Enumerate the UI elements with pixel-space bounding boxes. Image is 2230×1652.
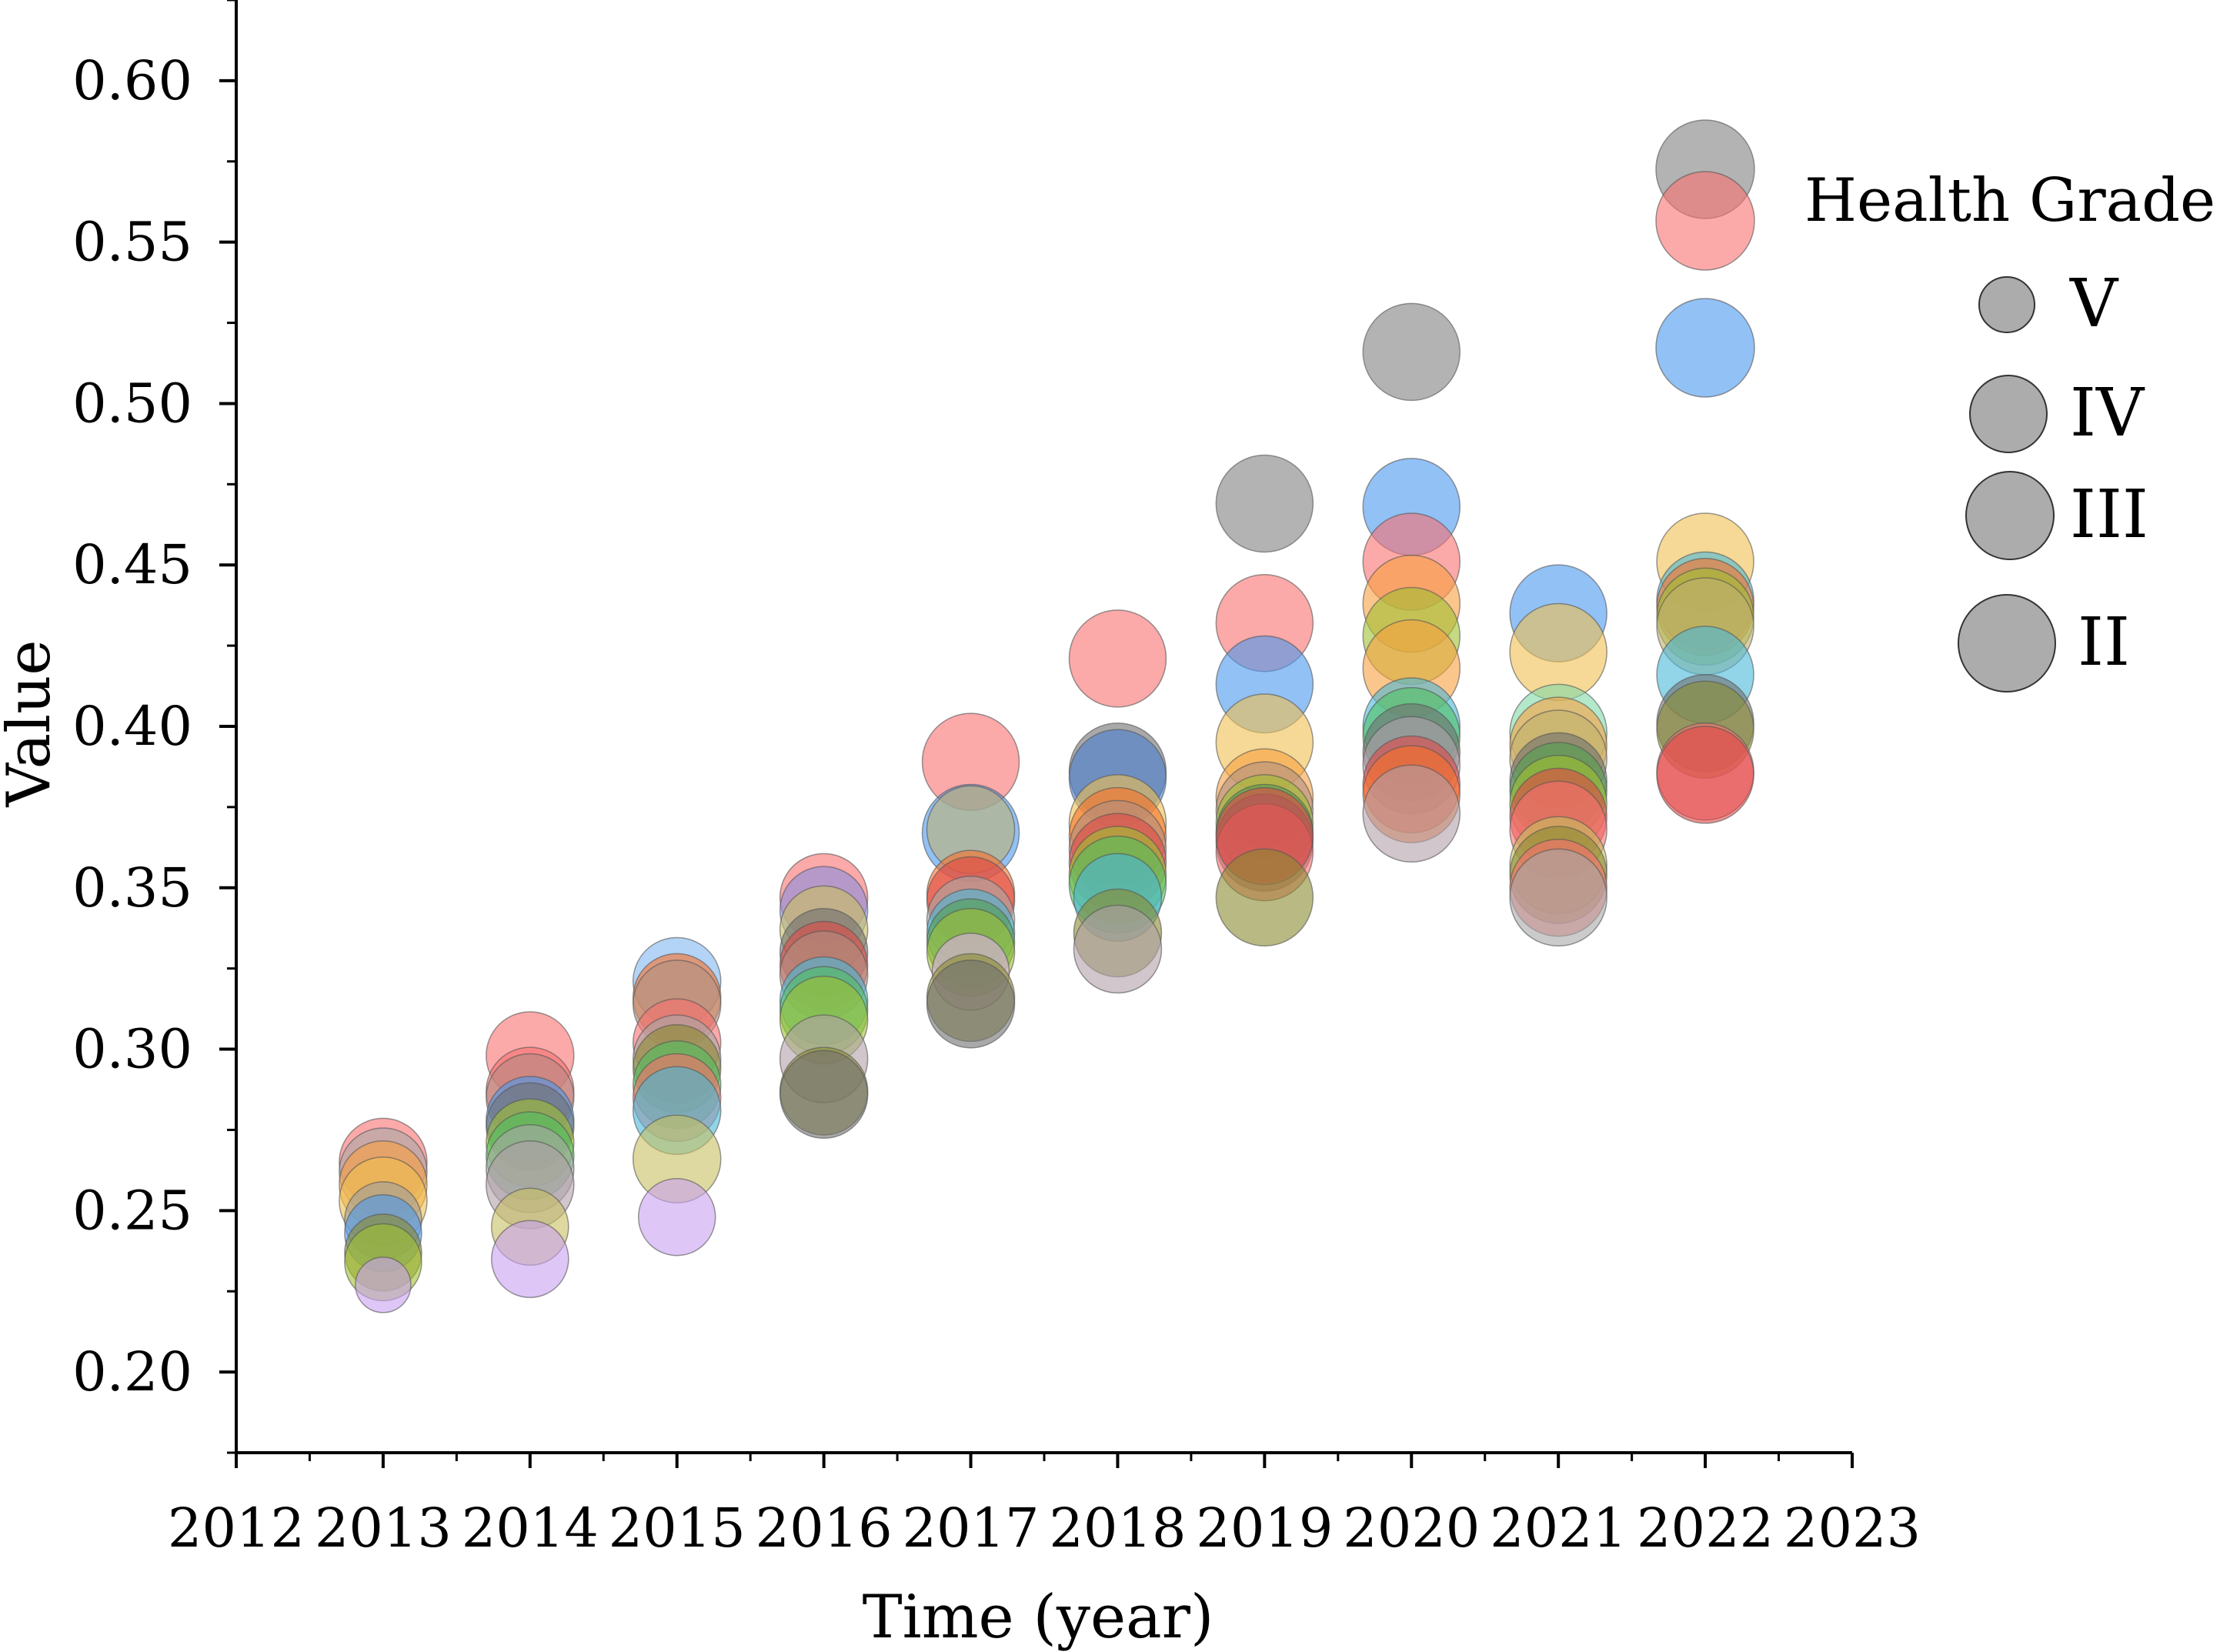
x-tick-label-2018: 2018 [1049,1497,1186,1560]
x-tick-label-2022: 2022 [1637,1497,1774,1560]
bubble-2021-105 [1509,848,1607,947]
legend-entry-label-V: V [2069,265,2119,342]
legend-entry-label-II: II [2078,604,2130,681]
x-tick-label-2014: 2014 [462,1497,599,1560]
bubble-2019-78 [1215,848,1314,947]
x-tick-label-2013: 2013 [315,1497,452,1560]
legend-title: Health Grade [1804,166,2215,235]
legend-size-marker-IV [1969,375,2048,453]
y-tick-label-0.45: 0.45 [72,533,192,596]
bubble-2015-30 [637,1177,716,1257]
legend-entry-label-IV: IV [2070,375,2145,452]
bubble-2018-55 [1068,609,1167,708]
axes [235,0,1852,1454]
y-tick-label-0.30: 0.30 [72,1018,192,1081]
bubble-2020-79 [1362,302,1461,402]
legend-entry-label-III: III [2070,476,2148,553]
x-tick-label-2016: 2016 [756,1497,893,1560]
y-tick-label-0.55: 0.55 [72,211,192,274]
y-axis-label: Value [0,639,64,807]
bubble-2019-67 [1215,454,1314,553]
legend-color-swatch-2 [1655,298,1755,398]
bubble-2014-19 [491,1220,569,1299]
x-tick-label-2012: 2012 [168,1497,305,1560]
bubble-2022-115 [1656,726,1754,824]
bubble-2016-42 [779,1050,869,1140]
y-tick-label-0.50: 0.50 [72,372,192,435]
legend-color-swatch-1 [1655,171,1755,271]
points-layer [339,302,1754,1313]
x-tick-label-2021: 2021 [1490,1497,1627,1560]
y-tick-label-0.25: 0.25 [72,1179,192,1242]
x-axis-label: Time (year) [863,1583,1214,1652]
x-tick-label-2023: 2023 [1784,1497,1921,1560]
x-tick-label-2015: 2015 [609,1497,746,1560]
x-tick-label-2020: 2020 [1343,1497,1480,1560]
legend-size-marker-III [1965,471,2055,560]
bubble-2018-66 [1073,904,1163,994]
ticks: 2012 2013 2014 2015 2016 2017 2018 2019 2020 2021… [72,0,1921,1560]
x-tick-label-2019: 2019 [1196,1497,1333,1560]
legend-size-marker-V [1978,276,2035,333]
x-tick-label-2017: 2017 [902,1497,1039,1560]
y-tick-label-0.40: 0.40 [72,695,192,758]
y-tick-label-0.35: 0.35 [72,856,192,919]
y-tick-label-0.60: 0.60 [72,49,192,112]
bubble-2013-8 [355,1257,412,1313]
bubble-2017-54 [926,959,1016,1049]
y-tick-label-0.20: 0.20 [72,1340,192,1403]
bubble-2020-91 [1362,764,1461,863]
legend-size-marker-II [1958,594,2056,693]
